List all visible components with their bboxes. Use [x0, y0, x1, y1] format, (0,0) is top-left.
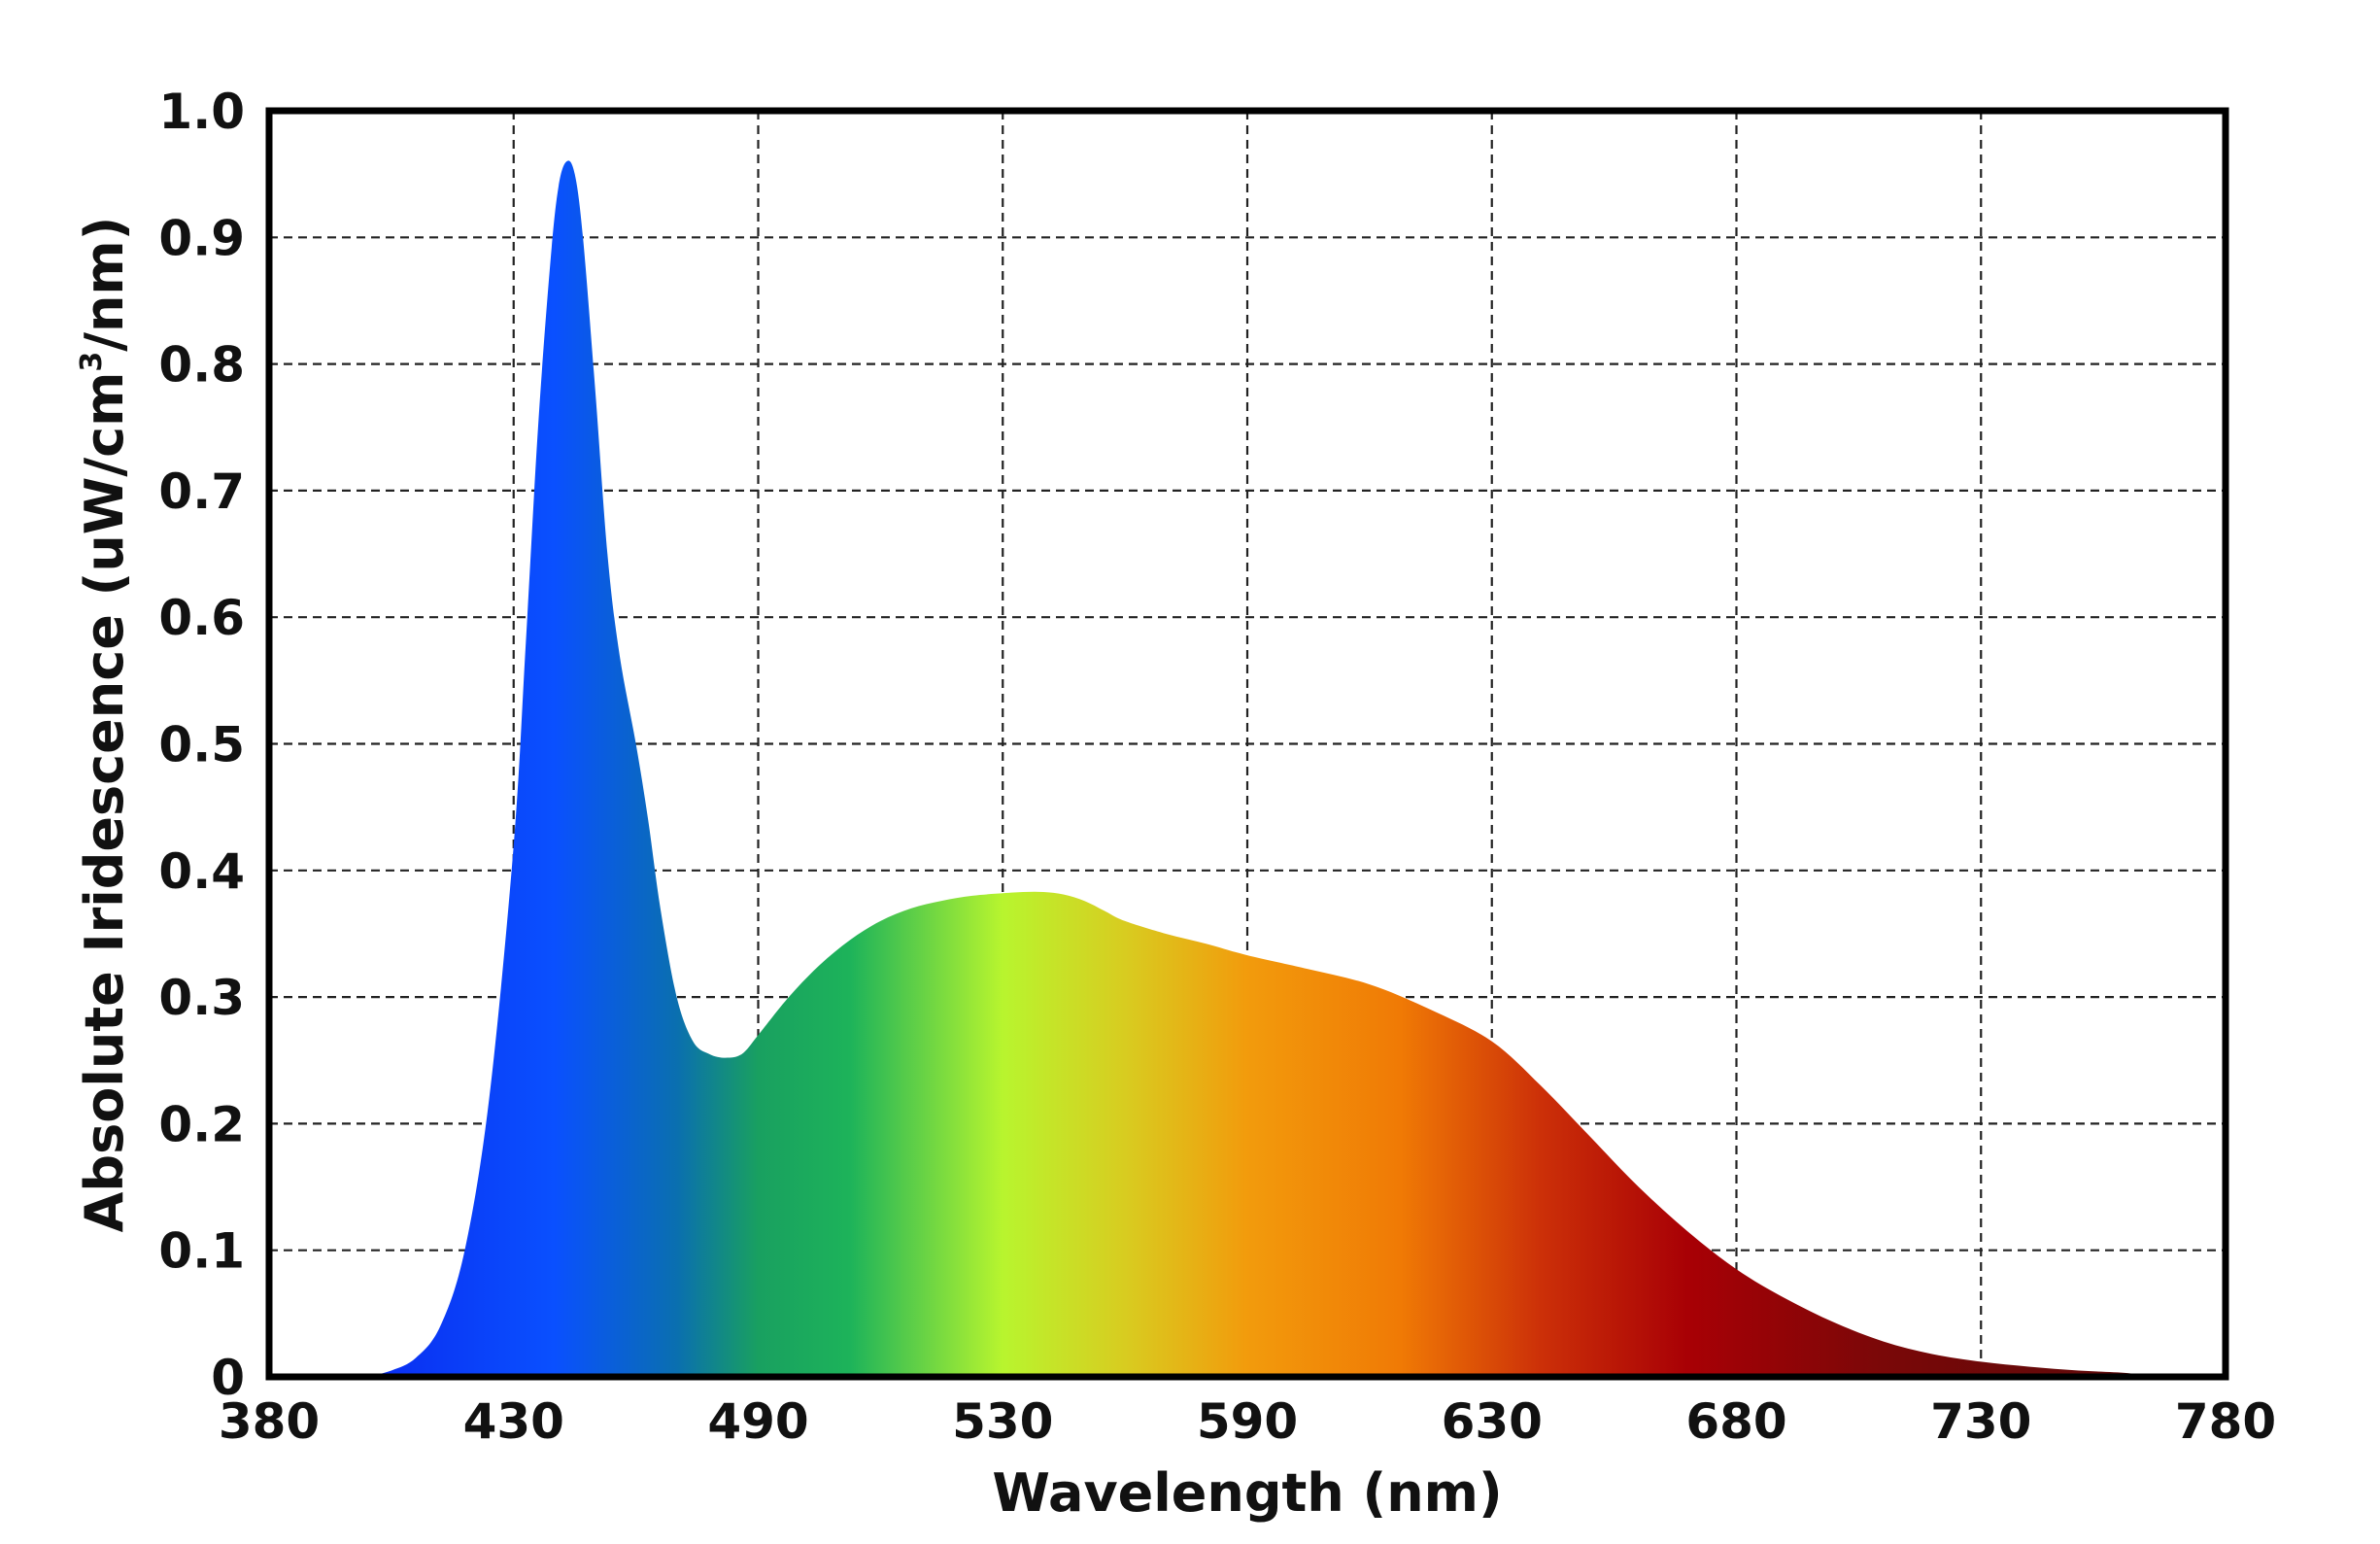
x-tick-label: 780: [2175, 1393, 2276, 1450]
x-tick-label: 680: [1685, 1393, 1786, 1450]
spectrum-area: [366, 160, 2153, 1378]
x-tick-label: 430: [463, 1393, 564, 1450]
y-tick-labels: 0 0.1 0.2 0.3 0.4 0.5 0.6 0.7 0.8 0.9 1.0: [158, 84, 245, 1406]
y-tick-label: 0: [211, 1350, 245, 1406]
x-tick-label: 730: [1930, 1393, 2031, 1450]
y-axis-title-main: Absolute Iridescence (uW/cm: [74, 372, 135, 1233]
y-tick-label: 0.1: [158, 1223, 245, 1280]
x-tick-label: 490: [707, 1393, 808, 1450]
y-tick-label: 0.5: [158, 717, 245, 773]
x-tick-label: 530: [952, 1393, 1053, 1450]
y-tick-label: 0.7: [158, 463, 245, 520]
y-tick-label: 0.8: [158, 337, 245, 394]
x-tick-label: 590: [1197, 1393, 1298, 1450]
x-tick-label: 630: [1442, 1393, 1543, 1450]
y-tick-label: 0.6: [158, 590, 245, 646]
y-tick-label: 0.3: [158, 970, 245, 1026]
y-axis-title-tail: /nm): [74, 217, 135, 352]
x-axis-title: Wavelength (nm): [992, 1462, 1502, 1524]
x-tick-labels: 380 430 490 530 590 630 680 730 780: [219, 1393, 2276, 1450]
y-axis-title-sup: 3: [75, 352, 109, 372]
x-tick-label: 380: [219, 1393, 320, 1450]
y-tick-label: 0.9: [158, 210, 245, 266]
y-tick-label: 1.0: [158, 84, 245, 140]
y-axis-title: Absolute Iridescence (uW/cm3/nm): [74, 217, 135, 1233]
plot-frame: [265, 107, 2229, 1381]
y-tick-label: 0.2: [158, 1096, 245, 1152]
y-tick-label: 0.4: [158, 843, 245, 900]
